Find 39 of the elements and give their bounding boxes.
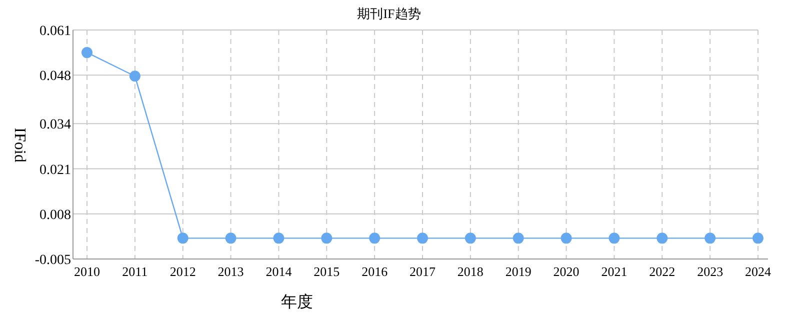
point — [704, 232, 716, 244]
x-tick-label: 2022 — [649, 264, 676, 279]
point — [369, 232, 380, 244]
y-tick-label: 0.061 — [40, 24, 71, 39]
x-tick-label: 2016 — [362, 264, 388, 279]
x-tick-label: 2021 — [601, 264, 628, 279]
point — [273, 232, 284, 244]
x-tick-label: 2023 — [697, 264, 724, 279]
x-tick-label: 2010 — [74, 264, 100, 279]
point — [656, 232, 668, 244]
x-tick-label: 2012 — [170, 264, 196, 279]
x-tick-label: 2014 — [266, 264, 292, 279]
x-tick-label: 2011 — [122, 264, 148, 279]
x-tick-label: 2013 — [218, 264, 244, 279]
y-tick-label: 0.034 — [40, 118, 71, 133]
point — [464, 232, 476, 244]
y-axis-title: IFoid — [11, 128, 28, 162]
y-tick-label: 0.048 — [40, 69, 71, 84]
point — [512, 232, 524, 244]
x-tick-label: 2019 — [505, 264, 532, 279]
chart-title: 期刊IF趋势 — [357, 6, 421, 21]
point — [417, 232, 428, 244]
x-tick-label: 2024 — [745, 264, 772, 279]
x-tick-label: 2020 — [553, 264, 580, 279]
x-tick-label: 2015 — [314, 264, 340, 279]
y-tick-label: 0.008 — [40, 208, 71, 223]
point — [560, 232, 572, 244]
point — [321, 232, 332, 244]
x-tick-label: 2018 — [457, 264, 484, 279]
x-axis-title: 年度 — [281, 293, 313, 311]
point — [752, 232, 764, 244]
y-tick-label: 0.021 — [40, 162, 71, 178]
point — [82, 47, 92, 58]
point — [177, 232, 188, 244]
point — [608, 232, 620, 244]
x-tick-label: 2017 — [410, 264, 436, 279]
point — [129, 70, 140, 82]
point — [225, 232, 236, 244]
y-tick-label: -0.005 — [34, 253, 71, 268]
